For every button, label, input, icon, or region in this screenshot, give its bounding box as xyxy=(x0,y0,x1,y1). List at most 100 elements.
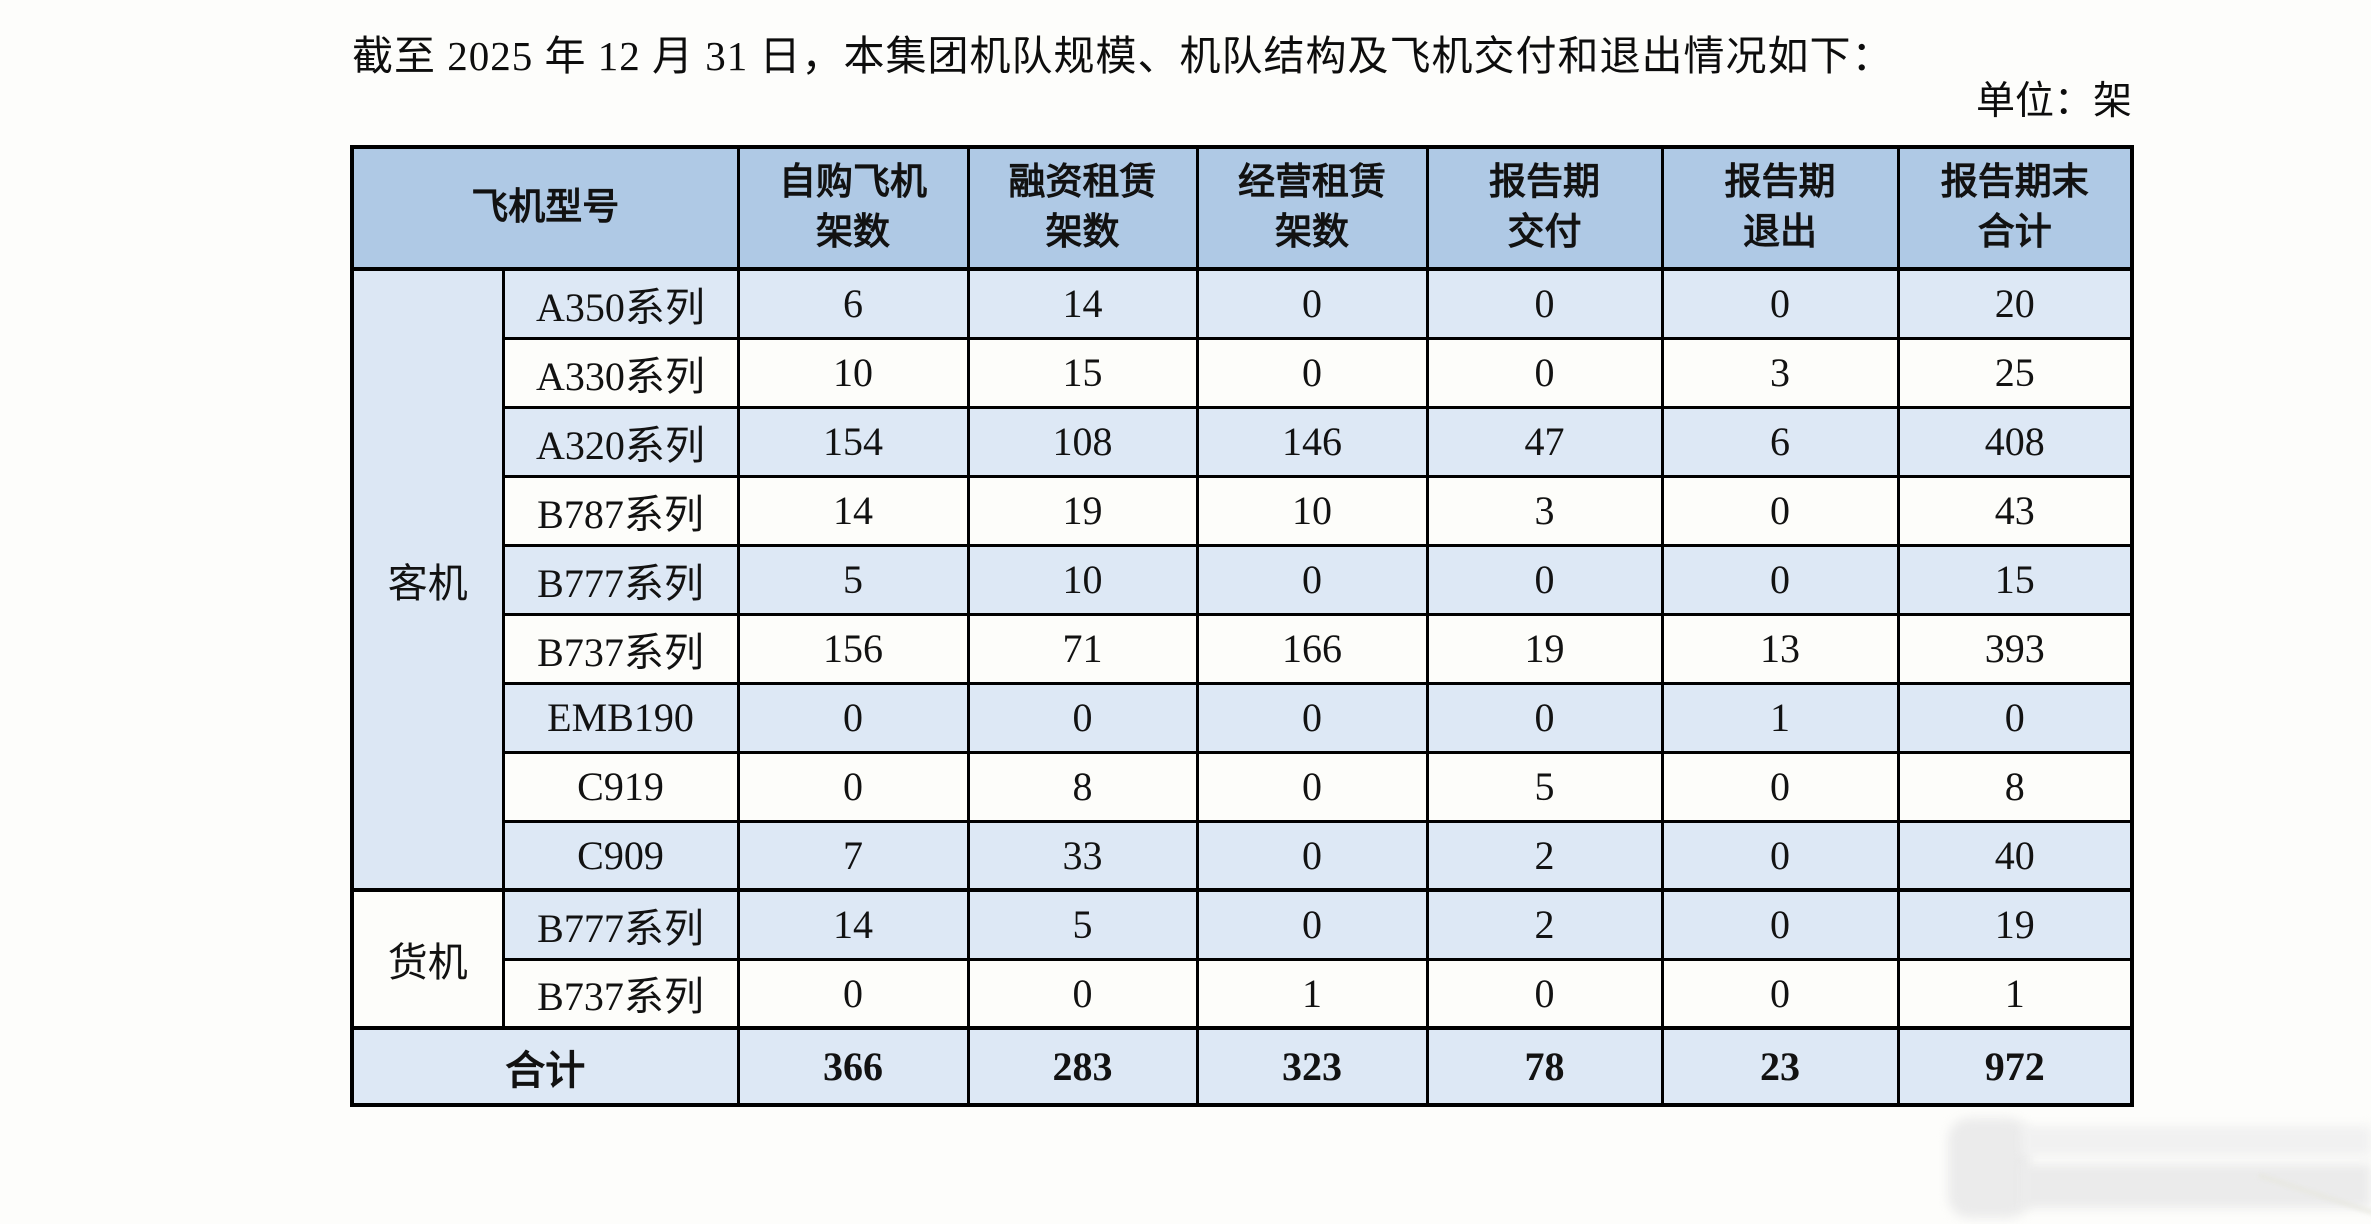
table-cell: 408 xyxy=(1896,405,2134,478)
table-cell: 0 xyxy=(1195,750,1429,823)
table-cell: 0 xyxy=(1425,681,1664,754)
table-cell: 0 xyxy=(1425,543,1664,616)
table-row: A330系列 10 15 0 0 3 25 xyxy=(352,336,2134,409)
table-cell: 0 xyxy=(1425,267,1664,340)
table-cell: 14 xyxy=(736,474,970,547)
table-cell: 14 xyxy=(966,267,1199,340)
table-cell: 5 xyxy=(966,888,1199,961)
model-cell: B787系列 xyxy=(501,474,740,547)
table-cell: 0 xyxy=(1660,888,1900,961)
table-cell: 0 xyxy=(1660,267,1900,340)
total-cell: 972 xyxy=(1896,1026,2134,1107)
col-header-period-end-total: 报告期末 合计 xyxy=(1896,145,2134,271)
caption-text: 截至 2025 年 12 月 31 日，本集团机队规模、机队结构及飞机交付和退出… xyxy=(352,33,1894,79)
table-row: B777系列 5 10 0 0 0 15 xyxy=(352,543,2134,616)
table-row: B737系列 0 0 1 0 0 1 xyxy=(352,957,2134,1030)
table-cell: 0 xyxy=(1195,681,1429,754)
model-cell: EMB190 xyxy=(501,681,740,754)
table-cell: 10 xyxy=(1195,474,1429,547)
table-cell: 15 xyxy=(966,336,1199,409)
table-cell: 393 xyxy=(1896,612,2134,685)
table-row: EMB190 0 0 0 0 1 0 xyxy=(352,681,2134,754)
model-cell: A320系列 xyxy=(501,405,740,478)
table-cell: 0 xyxy=(736,957,970,1030)
table-cell: 5 xyxy=(1425,750,1664,823)
table-cell: 20 xyxy=(1896,267,2134,340)
table-cell: 0 xyxy=(1660,957,1900,1030)
table-row: 客机 A350系列 6 14 0 0 0 20 xyxy=(350,267,2134,892)
table-cell: 0 xyxy=(966,957,1199,1030)
model-cell: B777系列 xyxy=(501,888,740,961)
model-cell: A350系列 xyxy=(501,267,740,340)
model-cell: C909 xyxy=(501,819,740,892)
table-cell: 6 xyxy=(1660,405,1900,478)
table-cell: 0 xyxy=(736,750,970,823)
col-header-finance-lease: 融资租赁 架数 xyxy=(966,145,1199,271)
table-cell: 43 xyxy=(1896,474,2134,547)
watermark-shape xyxy=(2022,1164,2371,1208)
table-cell: 0 xyxy=(1660,819,1900,892)
table-cell: 0 xyxy=(736,681,970,754)
table-cell: 47 xyxy=(1425,405,1664,478)
table-cell: 6 xyxy=(736,267,970,340)
table-cell: 10 xyxy=(736,336,970,409)
table-cell: 5 xyxy=(736,543,970,616)
table-cell: 7 xyxy=(736,819,970,892)
total-cell: 283 xyxy=(966,1026,1199,1107)
table-cell: 3 xyxy=(1660,336,1900,409)
table-cell: 0 xyxy=(966,681,1199,754)
col-header-retired: 报告期 退出 xyxy=(1660,145,1900,271)
table-cell: 0 xyxy=(1425,957,1664,1030)
table-cell: 19 xyxy=(1425,612,1664,685)
model-cell: A330系列 xyxy=(501,336,740,409)
col-header-model: 飞机型号 xyxy=(350,145,740,271)
table-row: A320系列 154 108 146 47 6 408 xyxy=(352,405,2134,478)
table-cell: 154 xyxy=(736,405,970,478)
table-cell: 40 xyxy=(1896,819,2134,892)
col-header-operating-lease: 经营租赁 架数 xyxy=(1195,145,1429,271)
table-cell: 8 xyxy=(966,750,1199,823)
watermark-shape xyxy=(1948,1118,2030,1218)
table-cell: 156 xyxy=(736,612,970,685)
table-cell: 19 xyxy=(966,474,1199,547)
col-header-delivered: 报告期 交付 xyxy=(1425,145,1664,271)
table-cell: 8 xyxy=(1896,750,2134,823)
fleet-table: 飞机型号 自购飞机 架数 融资租赁 架数 经营租赁 架数 报告期 交付 报告期 … xyxy=(350,145,2134,1107)
table-cell: 0 xyxy=(1195,819,1429,892)
table-cell: 71 xyxy=(966,612,1199,685)
table-cell: 0 xyxy=(1660,750,1900,823)
unit-label: 单位：架 xyxy=(1975,80,2132,123)
table-cell: 0 xyxy=(1660,474,1900,547)
table-cell: 25 xyxy=(1896,336,2134,409)
table-cell: 3 xyxy=(1425,474,1664,547)
table-row: B737系列 156 71 166 19 13 393 xyxy=(352,612,2134,685)
table-cell: 146 xyxy=(1195,405,1429,478)
table-cell: 0 xyxy=(1660,543,1900,616)
group-label-passenger: 客机 xyxy=(350,267,505,892)
table-cell: 2 xyxy=(1425,888,1664,961)
table-cell: 1 xyxy=(1896,957,2134,1030)
total-cell: 366 xyxy=(736,1026,970,1107)
table-cell: 0 xyxy=(1195,267,1429,340)
total-cell: 78 xyxy=(1425,1026,1664,1107)
table-cell: 33 xyxy=(966,819,1199,892)
table-cell: 19 xyxy=(1896,888,2134,961)
model-cell: B737系列 xyxy=(501,957,740,1030)
table-cell: 14 xyxy=(736,888,970,961)
header-row: 飞机型号 自购飞机 架数 融资租赁 架数 经营租赁 架数 报告期 交付 报告期 … xyxy=(350,145,2134,271)
table-cell: 0 xyxy=(1896,681,2134,754)
model-cell: B737系列 xyxy=(501,612,740,685)
total-cell: 23 xyxy=(1660,1026,1900,1107)
table-cell: 0 xyxy=(1195,336,1429,409)
group-label-cargo: 货机 xyxy=(350,888,505,1030)
total-row: 合计 366 283 323 78 23 972 xyxy=(350,1026,2134,1107)
model-cell: C919 xyxy=(501,750,740,823)
model-cell: B777系列 xyxy=(501,543,740,616)
table-cell: 0 xyxy=(1195,543,1429,616)
table-cell: 2 xyxy=(1425,819,1664,892)
table-cell: 1 xyxy=(1195,957,1429,1030)
table-row: 货机 B777系列 14 5 0 2 0 19 xyxy=(350,888,2134,1030)
table-cell: 0 xyxy=(1195,888,1429,961)
col-header-owned: 自购飞机 架数 xyxy=(736,145,970,271)
